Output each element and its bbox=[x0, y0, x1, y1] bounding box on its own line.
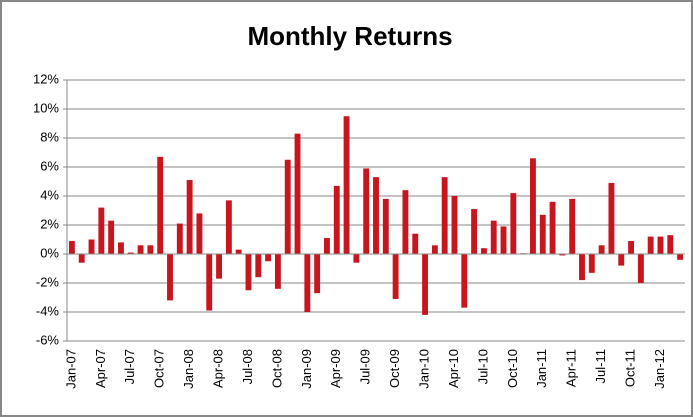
bar bbox=[167, 254, 173, 301]
x-tick-label: Oct-08 bbox=[269, 349, 284, 388]
bar bbox=[441, 177, 448, 254]
bar bbox=[206, 254, 213, 311]
x-tick-label: Apr-11 bbox=[564, 349, 579, 387]
bar bbox=[618, 254, 625, 266]
x-tick-label: Apr-09 bbox=[328, 349, 343, 388]
bar bbox=[324, 238, 330, 254]
x-tick-label: Apr-07 bbox=[93, 349, 108, 388]
bar bbox=[579, 254, 585, 281]
x-tick-label: Jul-08 bbox=[240, 349, 255, 384]
x-tick-label: Jan-09 bbox=[299, 349, 314, 389]
bar bbox=[294, 133, 301, 254]
bar bbox=[127, 252, 134, 254]
bar bbox=[451, 196, 458, 254]
x-tick-label: Oct-09 bbox=[387, 349, 402, 388]
bar bbox=[216, 254, 222, 279]
bar bbox=[559, 254, 566, 256]
bar bbox=[412, 233, 419, 254]
x-tick-label: Jan-08 bbox=[181, 349, 196, 389]
bar bbox=[569, 198, 576, 254]
bar bbox=[549, 201, 556, 254]
bar bbox=[480, 248, 487, 254]
y-tick-label: -4% bbox=[36, 303, 60, 318]
bar bbox=[539, 214, 546, 254]
bar bbox=[530, 158, 536, 254]
bar bbox=[265, 254, 272, 262]
bar bbox=[88, 239, 95, 254]
bar bbox=[343, 116, 350, 254]
bar bbox=[667, 235, 674, 254]
y-tick-label: 4% bbox=[40, 187, 59, 202]
bar bbox=[637, 254, 644, 283]
x-tick-label: Jul-11 bbox=[593, 349, 608, 383]
bar bbox=[363, 168, 370, 254]
x-tick-label: Jan-11 bbox=[534, 349, 549, 388]
bar bbox=[118, 242, 124, 254]
bar bbox=[137, 245, 144, 254]
bar bbox=[588, 254, 595, 273]
bar bbox=[108, 220, 115, 254]
bar bbox=[402, 190, 409, 254]
bar bbox=[78, 254, 85, 263]
x-tick-label: Apr-08 bbox=[210, 349, 225, 388]
x-tick-label: Oct-11 bbox=[622, 349, 637, 387]
bar bbox=[235, 249, 242, 254]
bar bbox=[647, 236, 654, 254]
y-tick-label: 10% bbox=[33, 100, 59, 115]
bar bbox=[225, 200, 232, 254]
bar bbox=[255, 254, 262, 278]
bar bbox=[677, 254, 684, 260]
bar bbox=[68, 240, 75, 254]
x-tick-label: Jan-07 bbox=[63, 349, 78, 389]
bar bbox=[245, 254, 252, 291]
bar bbox=[382, 198, 389, 254]
bar bbox=[392, 254, 399, 299]
bar bbox=[176, 223, 183, 254]
y-tick-label: -2% bbox=[36, 274, 60, 289]
bar bbox=[314, 254, 321, 294]
y-tick-label: 2% bbox=[40, 216, 59, 231]
bar bbox=[628, 240, 634, 254]
bar bbox=[147, 245, 154, 254]
bar bbox=[284, 159, 291, 254]
x-tick-label: Jan-10 bbox=[416, 349, 431, 389]
y-tick-label: 12% bbox=[33, 71, 59, 86]
bar bbox=[608, 182, 615, 254]
bar bbox=[353, 254, 360, 263]
bar bbox=[490, 220, 497, 254]
x-tick-label: Oct-10 bbox=[505, 349, 520, 388]
bar bbox=[510, 193, 517, 254]
chart-title: Monthly Returns bbox=[247, 21, 452, 51]
y-tick-label: 0% bbox=[40, 245, 59, 260]
x-tick-label: Jul-10 bbox=[475, 349, 490, 384]
bar bbox=[274, 254, 281, 289]
bar bbox=[196, 213, 203, 254]
x-tick-label: Jan-12 bbox=[652, 349, 667, 389]
bar bbox=[422, 254, 428, 315]
y-tick-label: 6% bbox=[40, 158, 59, 173]
bar bbox=[657, 236, 664, 254]
bar bbox=[373, 177, 379, 254]
x-tick-label: Jul-09 bbox=[358, 349, 373, 384]
bar bbox=[157, 156, 164, 254]
bar bbox=[186, 180, 193, 254]
x-tick-label: Apr-10 bbox=[446, 349, 461, 388]
bar bbox=[333, 185, 340, 254]
bar bbox=[598, 245, 605, 254]
bar bbox=[500, 226, 507, 254]
bar bbox=[431, 245, 438, 254]
y-tick-label: -6% bbox=[36, 332, 60, 347]
bar bbox=[304, 254, 311, 312]
bar bbox=[461, 254, 468, 308]
y-tick-label: 8% bbox=[40, 129, 59, 144]
x-tick-label: Jul-07 bbox=[122, 349, 137, 384]
x-tick-label: Oct-07 bbox=[152, 349, 167, 388]
bar bbox=[98, 207, 105, 254]
bar bbox=[471, 209, 478, 254]
